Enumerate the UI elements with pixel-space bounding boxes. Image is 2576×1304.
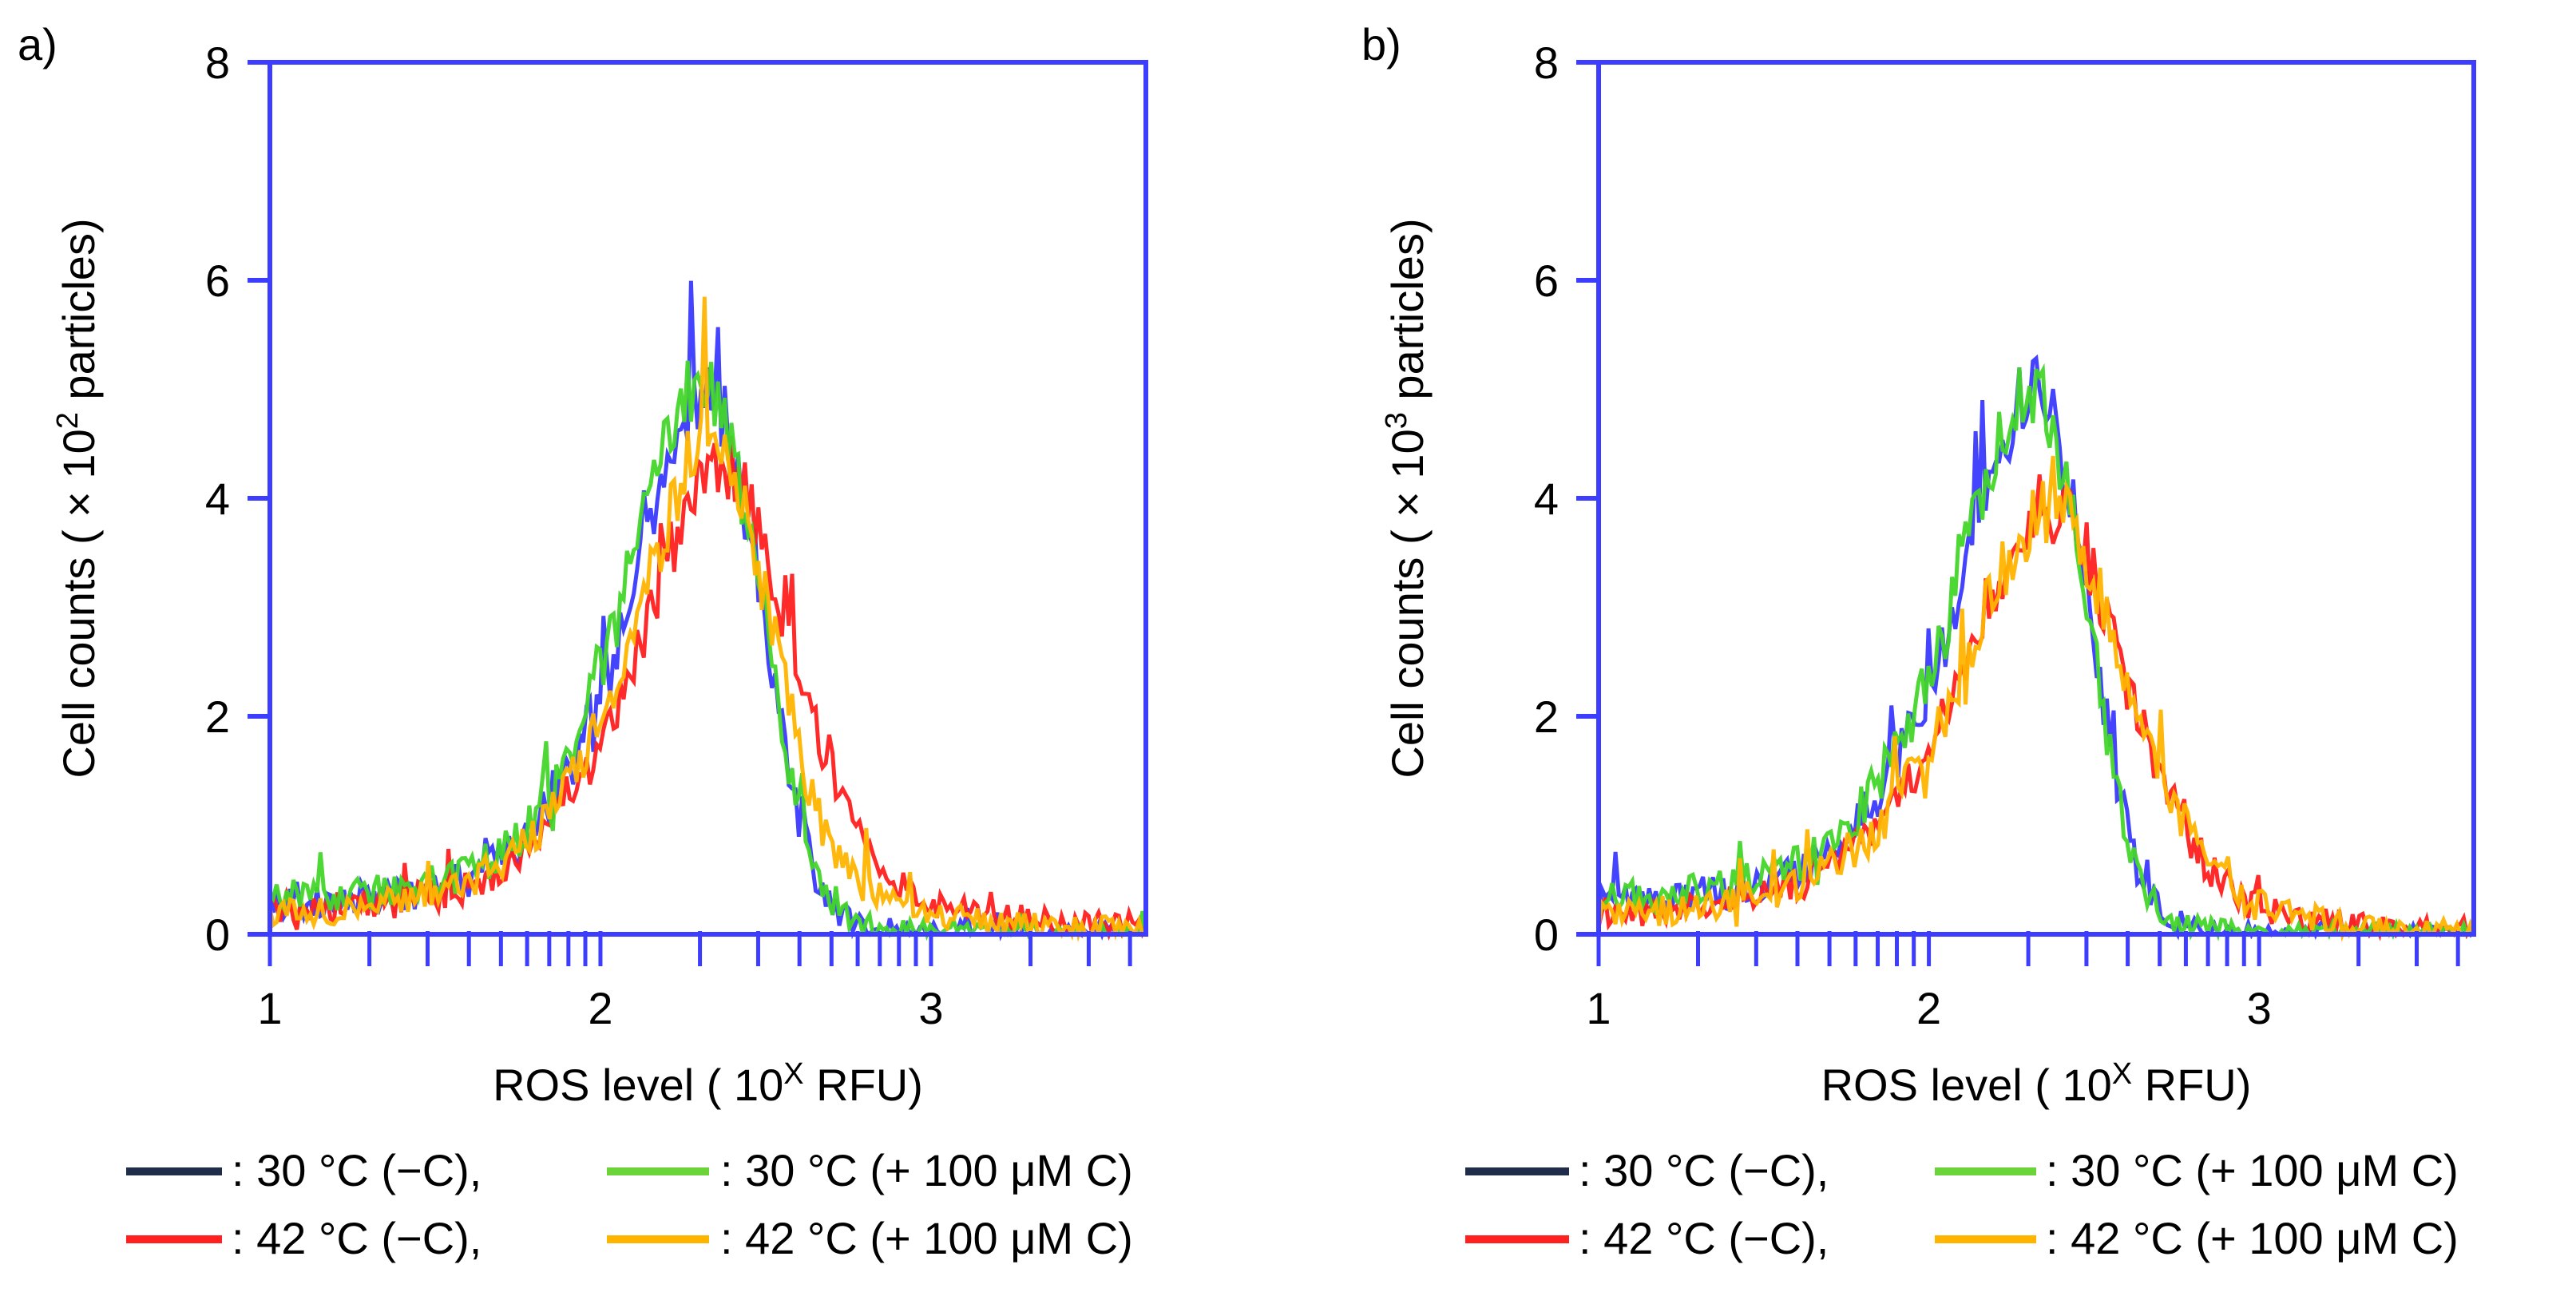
legend: : 30 °C (−C), : 42 °C (−C), : 30 °C (+ 100… — [126, 1145, 1133, 1263]
y-tick-label: 6 — [205, 256, 230, 306]
y-axis-label-sup: 3 — [1380, 412, 1413, 429]
x-tick-label: 1 — [257, 983, 282, 1033]
x-tick-label: 1 — [1586, 983, 1611, 1033]
y-tick-label: 0 — [1534, 910, 1559, 960]
y-tick-label: 4 — [205, 474, 230, 524]
x-tick-label: 2 — [1916, 983, 1941, 1033]
y-tick-label: 2 — [1534, 692, 1559, 742]
y-tick-label: 6 — [1534, 256, 1559, 306]
x-axis-label-text: RFU) — [804, 1060, 923, 1110]
legend-entry: : 42 °C (−C), — [1579, 1213, 1829, 1263]
legend-entry: : 42 °C (−C), — [232, 1213, 482, 1263]
x-axis-label-sup: X — [2112, 1057, 2132, 1091]
x-tick-label: 3 — [2247, 983, 2272, 1033]
y-axis-label-text: Cell counts ( × 10 — [1382, 429, 1433, 778]
panel-label: b) — [1361, 19, 1401, 69]
legend-entry: : 30 °C (+ 100 μM C) — [720, 1145, 1133, 1195]
series-group — [1596, 354, 2476, 942]
x-axis-label-text: ROS level ( 10 — [493, 1060, 783, 1110]
x-axis-label-text: ROS level ( 10 — [1821, 1060, 2112, 1110]
legend-entry: : 30 °C (+ 100 μM C) — [2046, 1145, 2459, 1195]
legend: : 30 °C (−C), : 42 °C (−C), : 30 °C (+ 100… — [1465, 1145, 2459, 1263]
legend-entry: : 42 °C (+ 100 μM C) — [720, 1213, 1133, 1263]
panel-a: a) 0 2 4 6 8 1 2 3 ROS level ( 10X RFU) Cell count… — [18, 19, 1148, 1263]
panel-b: b) 0 2 4 6 8 1 2 3 ROS level ( 10X RFU) Cell count… — [1361, 19, 2476, 1263]
x-axis-label: ROS level ( 10X RFU) — [1821, 1057, 2252, 1110]
y-tick-label: 8 — [205, 38, 230, 88]
series-line — [268, 296, 1146, 942]
series-line — [1596, 455, 2476, 942]
y-tick-label: 4 — [1534, 474, 1559, 524]
y-axis-label: Cell counts ( × 103 particles) — [1380, 218, 1433, 778]
legend-entry: : 30 °C (−C), — [232, 1145, 482, 1195]
panel-label: a) — [18, 19, 57, 69]
legend-entry: : 30 °C (−C), — [1579, 1145, 1829, 1195]
x-axis-label-text: RFU) — [2132, 1060, 2251, 1110]
y-tick-label: 8 — [1534, 38, 1559, 88]
legend-entry: : 42 °C (+ 100 μM C) — [2046, 1213, 2459, 1263]
y-axis-label-text: particles) — [1382, 218, 1433, 412]
y-axis-label-sup: 2 — [51, 412, 85, 429]
x-axis-label-sup: X — [783, 1057, 803, 1091]
x-axis-label: ROS level ( 10X RFU) — [493, 1057, 923, 1110]
x-tick-label: 3 — [918, 983, 943, 1033]
y-tick-label: 2 — [205, 692, 230, 742]
y-tick-label: 0 — [205, 910, 230, 960]
x-tick-label: 2 — [588, 983, 612, 1033]
y-axis-label-text: Cell counts ( × 10 — [54, 429, 104, 778]
y-axis-label-text: particles) — [54, 218, 104, 412]
y-axis-label: Cell counts ( × 102 particles) — [51, 218, 104, 778]
